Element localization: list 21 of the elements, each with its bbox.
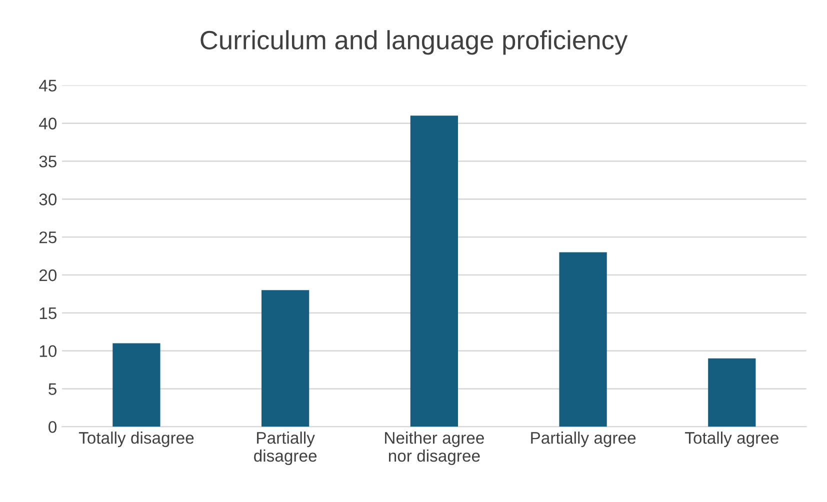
x-tick-label: Totally disagree — [78, 432, 194, 448]
y-tick-label: 40 — [39, 118, 57, 130]
x-tick-label: Neither agree nor disagree — [385, 432, 484, 466]
bar — [708, 358, 756, 427]
y-tick-label: 5 — [48, 383, 56, 395]
bar — [112, 343, 160, 427]
y-tick-label: 35 — [39, 156, 56, 168]
x-tick-label: Partially agree — [531, 432, 636, 448]
y-tick-label: 0 — [48, 421, 57, 433]
y-tick-label: 45 — [39, 80, 56, 92]
bar — [410, 116, 458, 427]
x-tick-label: Totally agree — [685, 432, 778, 448]
y-tick-label: 20 — [39, 269, 57, 282]
bar — [559, 252, 607, 427]
y-tick-label: 25 — [39, 231, 56, 244]
bar — [261, 290, 310, 427]
x-tick-label: Partially disagree — [254, 432, 317, 466]
y-tick-label: 30 — [39, 194, 57, 206]
y-tick-label: 15 — [40, 307, 56, 320]
y-tick-label: 10 — [40, 345, 57, 358]
chart-title: Curriculum and language proficiency — [200, 30, 628, 55]
